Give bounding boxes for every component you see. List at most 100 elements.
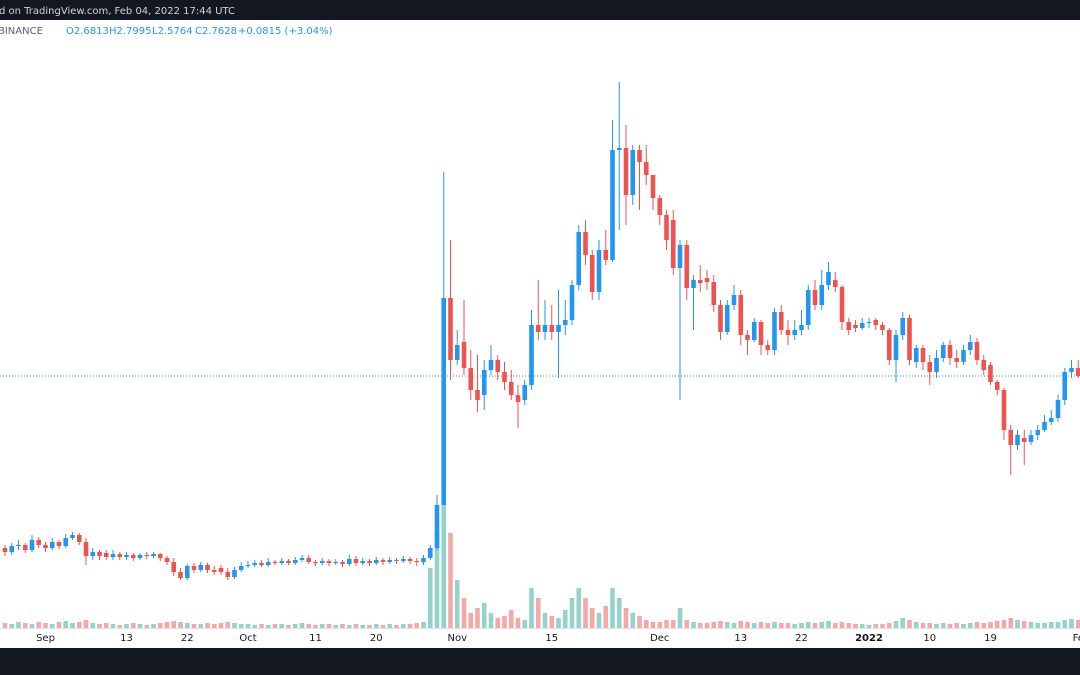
candle-body	[1075, 368, 1080, 376]
volume-bar	[360, 625, 366, 628]
volume-bar	[657, 622, 663, 628]
candle-body	[211, 570, 217, 572]
volume-bar	[299, 623, 305, 628]
volume-bar	[859, 624, 865, 628]
volume-bar	[893, 621, 899, 628]
volume-bar	[157, 623, 163, 628]
volume-bar	[664, 620, 669, 628]
candle-body	[171, 562, 177, 572]
candle-body	[279, 561, 285, 563]
candle-body	[745, 335, 750, 340]
candle-body	[934, 358, 939, 372]
candle-body	[738, 295, 744, 335]
candle-body	[535, 325, 541, 332]
volume-bar	[1035, 623, 1041, 628]
candle-body	[292, 560, 298, 563]
candle-body	[22, 545, 28, 550]
volume-bar	[650, 622, 656, 628]
candle-body	[697, 280, 703, 283]
volume-bar	[839, 622, 845, 628]
volume-bar	[562, 610, 568, 628]
volume-bar	[434, 533, 440, 628]
candle-body	[90, 552, 96, 556]
volume-bar	[772, 622, 777, 628]
volume-bar	[542, 613, 548, 628]
volume-bar	[36, 622, 42, 628]
candle-body	[657, 198, 663, 215]
volume-bar	[805, 622, 811, 628]
x-tick-label: 15	[545, 633, 558, 644]
candle-body	[191, 566, 197, 570]
candle-body	[691, 280, 696, 288]
candle-body	[178, 572, 183, 578]
candle-body	[961, 350, 966, 362]
volume-bar	[151, 624, 156, 628]
candle-body	[907, 318, 912, 360]
volume-bar	[610, 588, 615, 628]
candle-body	[2, 548, 8, 552]
candle-body	[353, 559, 359, 563]
candle-body	[637, 150, 642, 162]
candle-body	[137, 555, 143, 558]
candle-body	[603, 250, 609, 260]
candle-body	[16, 545, 21, 546]
candle-body	[488, 360, 494, 370]
volume-bar	[191, 624, 197, 628]
volume-bar	[502, 616, 507, 628]
candle-body	[1062, 372, 1068, 400]
candle-body	[886, 330, 892, 360]
candle-body	[97, 552, 102, 556]
candle-body	[846, 322, 852, 330]
volume-bar	[124, 624, 129, 628]
volume-bar	[468, 613, 474, 628]
candle-body	[947, 345, 953, 358]
symbol: BINANCE	[0, 26, 43, 37]
volume-bar	[137, 624, 143, 628]
volume-bar	[745, 622, 750, 628]
volume-bar	[238, 624, 244, 628]
volume-bar	[738, 621, 744, 628]
volume-bar	[934, 624, 939, 628]
x-tick-label: 2022	[855, 633, 883, 644]
candle-body	[1021, 438, 1027, 442]
candle-body	[259, 563, 264, 565]
volume-bar	[596, 613, 602, 628]
candle-body	[583, 232, 588, 255]
volume-bar	[306, 624, 312, 628]
candle-body	[367, 561, 372, 563]
legend-open: O2.6813	[66, 26, 109, 37]
volume-bar	[954, 623, 960, 628]
volume-bar	[920, 623, 926, 628]
candle-body	[1069, 368, 1074, 372]
candle-body	[920, 348, 926, 362]
candle-body	[421, 558, 426, 562]
volume-bar	[272, 624, 278, 628]
volume-bar	[832, 623, 838, 628]
top-bar	[0, 0, 1080, 20]
candle-body	[967, 342, 973, 350]
volume-bar	[49, 624, 55, 628]
volume-bar	[265, 625, 271, 628]
volume-bar	[853, 624, 858, 628]
volume-bar	[826, 621, 831, 628]
volume-bar	[76, 622, 82, 628]
volume-bar	[522, 620, 528, 628]
volume-bar	[900, 618, 906, 628]
candle-body	[205, 565, 210, 570]
candle-body	[441, 298, 447, 505]
candle-body	[731, 295, 737, 305]
candle-body	[468, 368, 474, 390]
volume-bar	[988, 622, 993, 628]
volume-bar	[799, 623, 804, 628]
volume-bar	[691, 622, 696, 628]
volume-bar	[1062, 620, 1068, 628]
volume-bar	[684, 620, 690, 628]
candle-body	[805, 290, 811, 325]
volume-bar	[292, 624, 298, 628]
candle-body	[326, 561, 332, 563]
candle-body	[9, 546, 15, 552]
candle-body	[333, 562, 339, 563]
candle-body	[427, 548, 433, 558]
